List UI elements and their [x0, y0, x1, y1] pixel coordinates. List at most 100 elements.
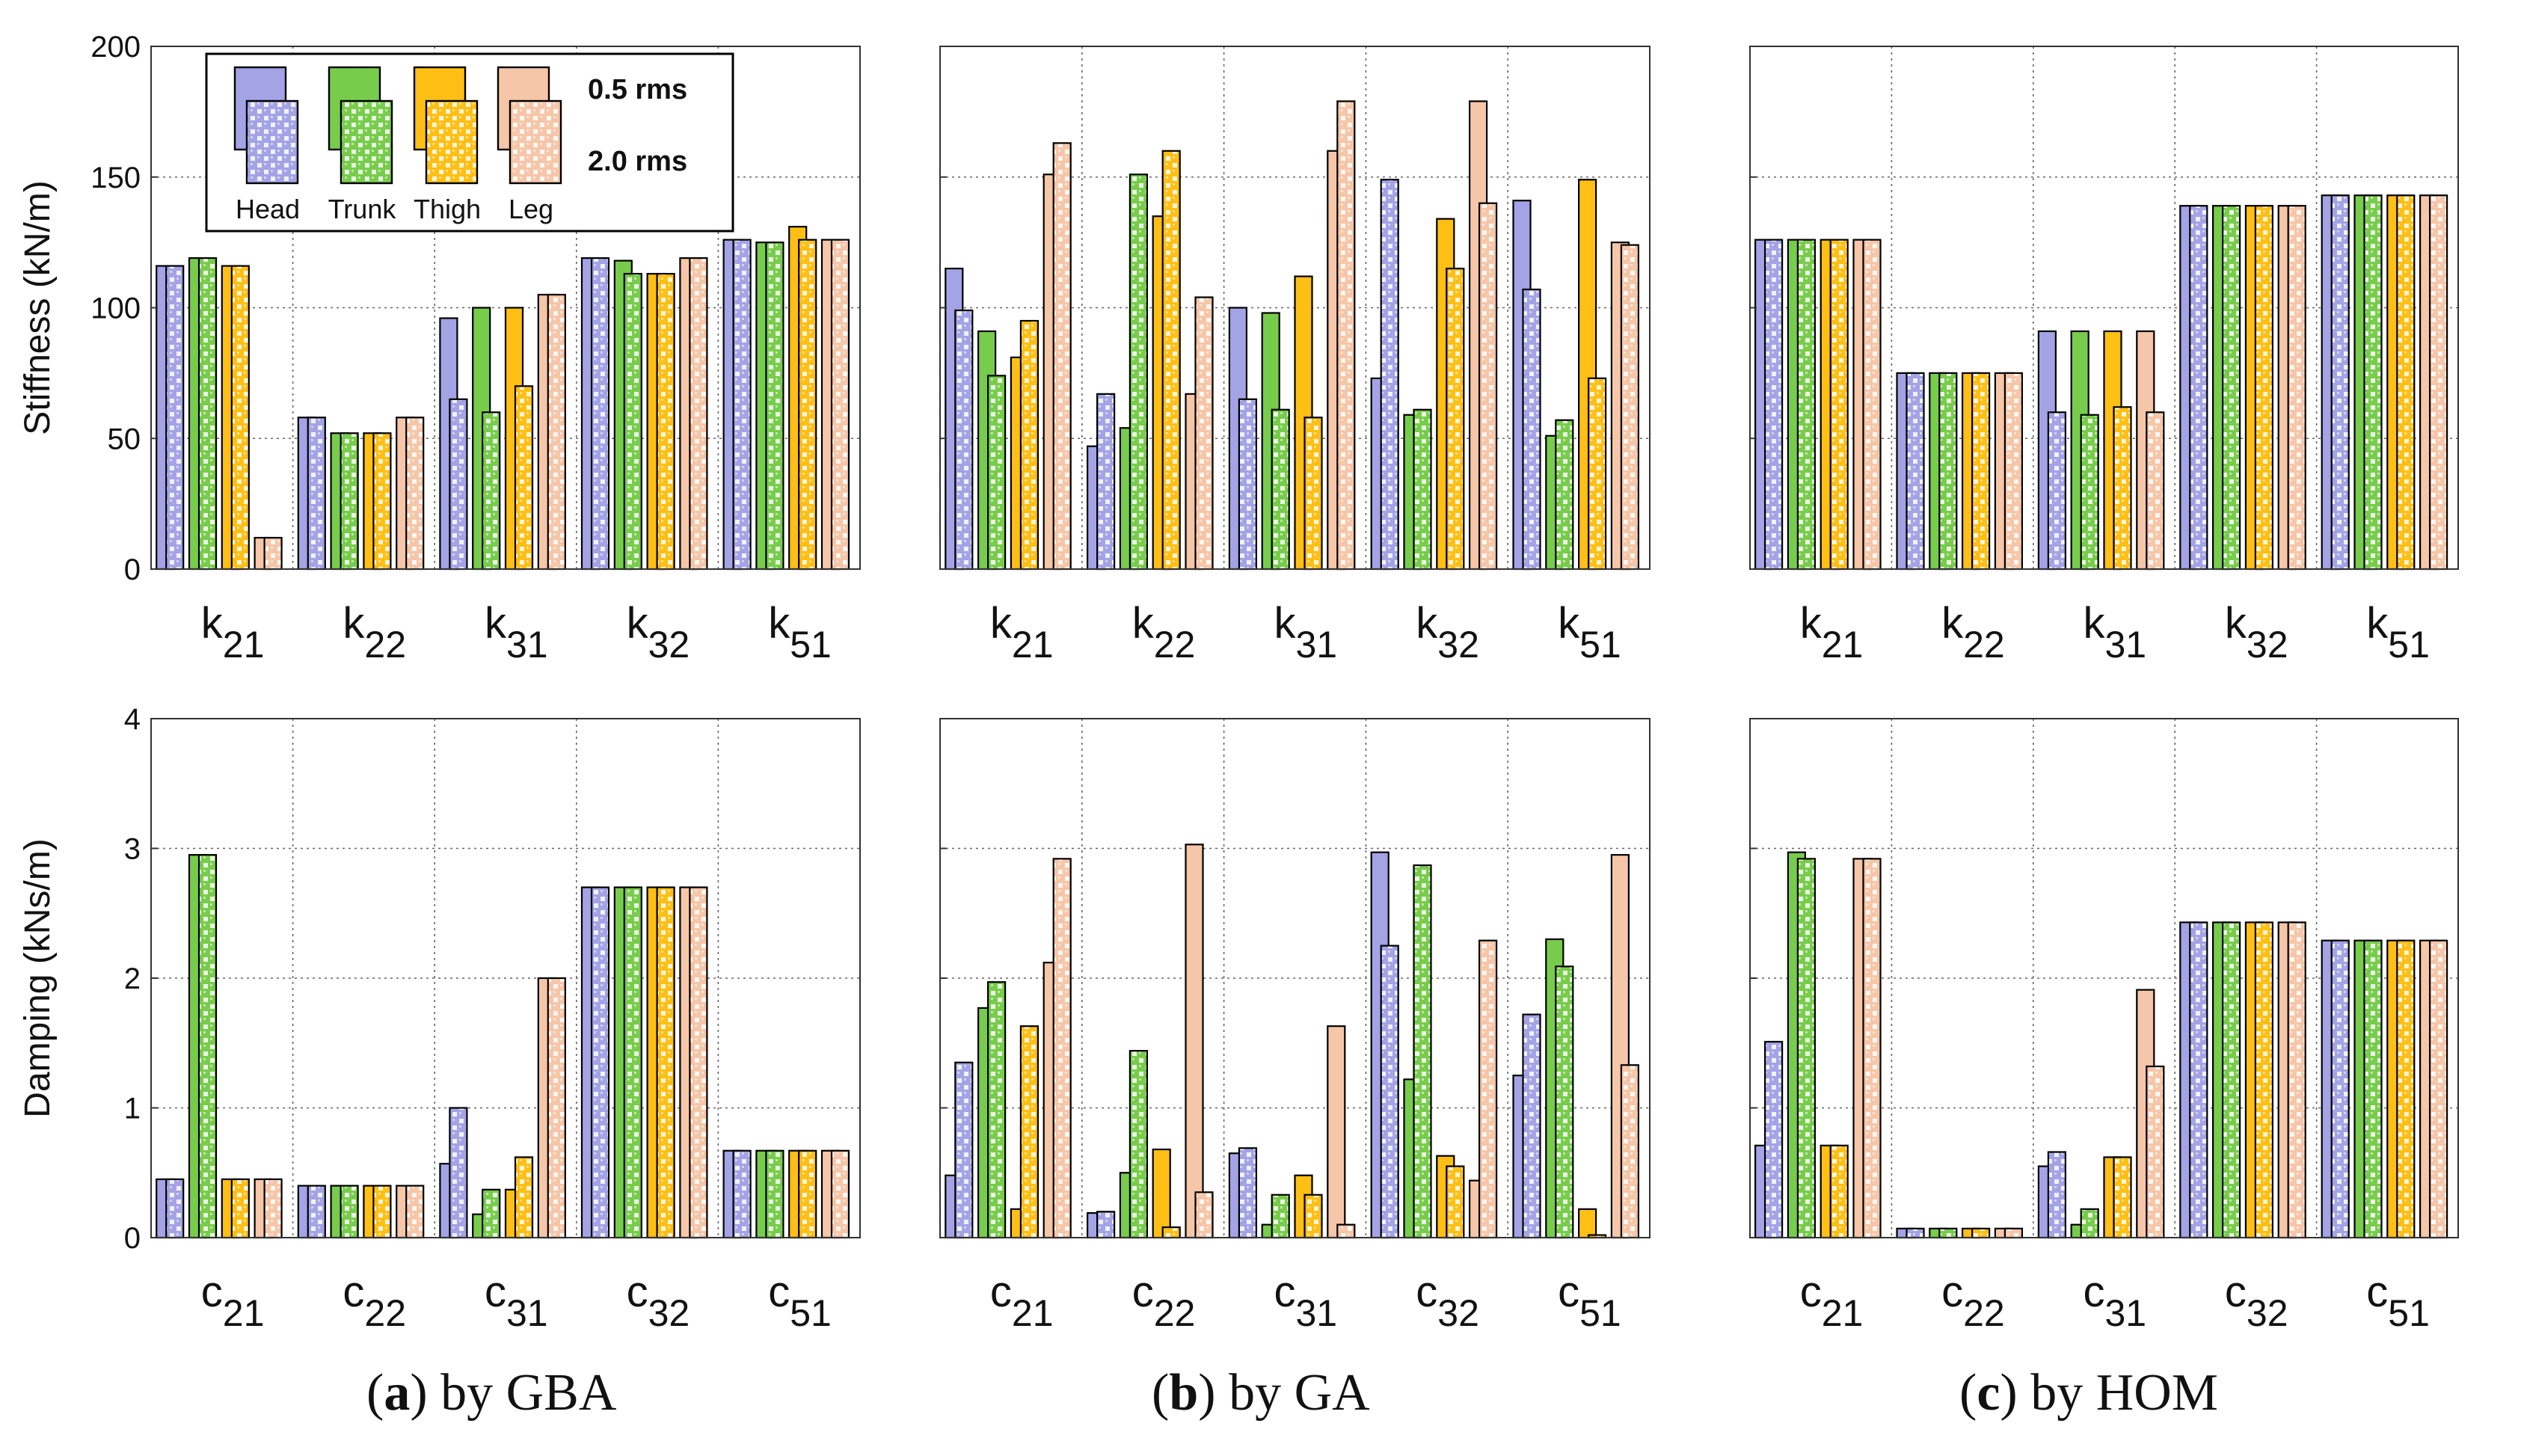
y-axis-label: Stiffness (kN/m)	[18, 180, 58, 435]
bar-thigh-high-c31	[1304, 1194, 1323, 1239]
bar-thigh-high-k31	[514, 385, 534, 571]
x-tick-label-k31: k31	[485, 599, 548, 666]
bar-leg-high-k31	[1336, 100, 1356, 571]
bar-trunk-high-c22	[1129, 1050, 1149, 1239]
bar-thigh-high-k31	[2113, 406, 2132, 571]
bar-leg-high-k32	[689, 257, 708, 571]
bar-leg-low-c22	[1185, 844, 1204, 1239]
bar-head-high-k31	[2047, 411, 2066, 571]
bar-trunk-high-c31	[1271, 1194, 1290, 1239]
bar-leg-high-c22	[2003, 1227, 2023, 1239]
bar-head-high-k22	[1906, 372, 1925, 571]
x-tick-label-k22: k22	[1941, 599, 2005, 666]
y-tick-label: 4	[124, 703, 141, 736]
x-tick-label-c31: c31	[1274, 1268, 1338, 1334]
bar-leg-high-k22	[1194, 296, 1214, 571]
bar-leg-high-c21	[1052, 858, 1072, 1239]
bar-leg-high-k21	[263, 536, 283, 571]
bar-thigh-high-k32	[1446, 267, 1465, 571]
x-tick-label-k21: k21	[1800, 599, 1864, 666]
bar-trunk-high-k31	[482, 411, 501, 571]
bar-head-high-k21	[954, 309, 974, 571]
bar-thigh-high-k21	[230, 265, 250, 571]
legend-level-low: 0.5 rms	[588, 74, 687, 105]
x-tick-label-c32: c32	[1416, 1268, 1479, 1334]
panel-caption-a: (a) by GBA	[366, 1364, 617, 1422]
bar-head-high-k51	[2330, 194, 2350, 571]
bar-head-high-k51	[732, 239, 752, 571]
x-tick-label-k51: k51	[768, 599, 832, 666]
bar-trunk-high-k22	[340, 432, 359, 571]
y-axis-label: Damping (kNs/m)	[18, 838, 58, 1117]
bar-head-high-k32	[1380, 179, 1399, 571]
bar-trunk-high-c22	[340, 1185, 359, 1239]
x-tick-label-k51: k51	[1558, 599, 1621, 666]
bar-leg-high-k31	[2146, 411, 2165, 571]
chart-panel-damping-ga: c21 c22 c31 c32 c51	[939, 718, 1651, 1334]
bar-thigh-high-k32	[2254, 205, 2273, 571]
bar-head-high-k31	[449, 398, 468, 571]
bar-head-high-c32	[2189, 921, 2208, 1239]
bar-thigh-high-k51	[798, 239, 817, 571]
bar-leg-high-k31	[547, 293, 566, 571]
bar-head-high-k32	[590, 257, 610, 571]
bar-thigh-high-c21	[1829, 1144, 1849, 1239]
panel-caption-c: (c) by HOM	[1959, 1364, 2218, 1422]
bar-trunk-high-k21	[197, 257, 218, 571]
bar-head-high-k22	[307, 417, 326, 571]
x-tick-label-k22: k22	[343, 599, 406, 666]
bar-head-high-c21	[165, 1178, 185, 1239]
bar-head-high-c22	[1906, 1227, 1925, 1239]
bar-head-high-c32	[1380, 944, 1399, 1239]
bar-thigh-low-c22	[1152, 1148, 1171, 1239]
x-tick-label-c32: c32	[2225, 1268, 2288, 1334]
legend-label-thigh: Thigh	[414, 194, 481, 224]
bar-leg-high-c51	[830, 1149, 850, 1239]
x-tick-label-c21: c21	[1800, 1268, 1864, 1334]
bar-thigh-high-c32	[656, 886, 675, 1239]
bar-leg-high-c32	[2287, 921, 2306, 1239]
legend-label-leg: Leg	[509, 194, 553, 224]
bar-trunk-high-k31	[2080, 414, 2099, 571]
bar-thigh-high-k21	[1019, 319, 1040, 571]
bar-trunk-high-c31	[482, 1188, 501, 1239]
bar-leg-high-c51	[2429, 939, 2448, 1239]
bar-thigh-high-k22	[372, 432, 392, 571]
y-tick-label: 1	[124, 1093, 141, 1125]
x-tick-label-c21: c21	[990, 1268, 1054, 1334]
x-tick-label-c22: c22	[1132, 1268, 1196, 1334]
bar-thigh-high-k51	[2396, 194, 2416, 571]
x-tick-label-c21: c21	[201, 1268, 265, 1334]
bar-head-high-k21	[1764, 239, 1784, 571]
x-tick-label-c31: c31	[2084, 1268, 2147, 1334]
bar-thigh-high-c22	[372, 1185, 392, 1239]
bar-leg-high-k22	[2003, 372, 2023, 571]
bar-leg-high-k21	[1862, 239, 1882, 571]
bar-thigh-high-c21	[1019, 1025, 1040, 1239]
y-tick-label: 200	[90, 31, 141, 64]
bar-head-high-c22	[307, 1185, 326, 1239]
panel-caption-b: (b) by GA	[1152, 1364, 1370, 1422]
y-tick-label: 100	[90, 292, 141, 325]
bar-leg-low-c31	[1327, 1025, 1346, 1239]
bar-thigh-high-c31	[514, 1156, 534, 1239]
legend-swatch-head-high	[245, 99, 299, 185]
bar-trunk-high-k51	[765, 242, 784, 571]
bar-trunk-high-k32	[623, 272, 642, 571]
bar-thigh-high-c51	[2396, 939, 2416, 1239]
bar-leg-high-c21	[1862, 858, 1882, 1239]
y-tick-label: 2	[124, 962, 141, 995]
x-tick-label-c51: c51	[768, 1268, 832, 1334]
x-tick-label-k21: k21	[201, 599, 265, 666]
bar-thigh-high-k32	[656, 272, 675, 571]
bar-head-high-c51	[732, 1149, 752, 1239]
x-tick-label-k51: k51	[2366, 599, 2430, 666]
bar-leg-high-c32	[1478, 939, 1498, 1239]
x-tick-label-c51: c51	[1558, 1268, 1621, 1334]
bar-trunk-high-k32	[2222, 205, 2241, 571]
bar-head-high-c21	[954, 1061, 974, 1239]
bar-leg-high-k51	[830, 239, 850, 571]
bar-head-high-c31	[1238, 1147, 1258, 1239]
